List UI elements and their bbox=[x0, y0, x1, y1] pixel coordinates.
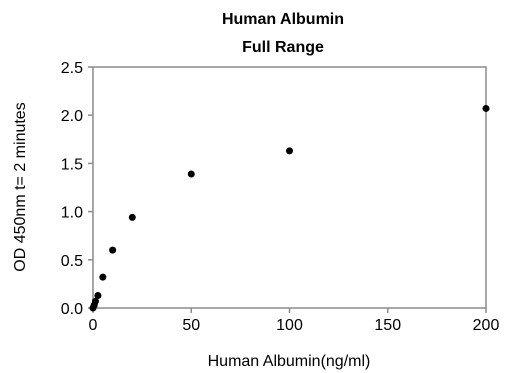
data-point bbox=[286, 147, 293, 155]
x-tick-label: 200 bbox=[473, 317, 500, 334]
y-tick-label: 1.0 bbox=[61, 205, 83, 222]
data-point bbox=[482, 104, 490, 112]
x-tick-label: 0 bbox=[89, 317, 98, 334]
x-axis-title: Human Albumin(ng/ml) bbox=[208, 353, 371, 370]
data-point bbox=[99, 273, 107, 281]
y-tick-label: 0.5 bbox=[61, 253, 83, 270]
data-point bbox=[91, 297, 99, 305]
y-tick-label: 0.0 bbox=[61, 301, 83, 318]
x-tick-label: 150 bbox=[374, 317, 401, 334]
x-tick-label: 50 bbox=[182, 317, 200, 334]
y-tick-label: 1.5 bbox=[61, 156, 83, 173]
data-point bbox=[187, 170, 195, 178]
y-axis-title: OD 450nm t= 2 minutes bbox=[12, 102, 29, 271]
chart-subtitle: Full Range bbox=[242, 39, 324, 56]
plot-area-frame bbox=[92, 66, 487, 309]
y-axis: 0.0 0.5 1.0 1.5 2.0 2.5 bbox=[61, 60, 93, 318]
y-tick-label: 2.0 bbox=[61, 108, 83, 125]
x-axis: 0 50 100 150 200 bbox=[89, 308, 500, 334]
data-point bbox=[94, 291, 102, 299]
x-tick-label: 100 bbox=[276, 317, 303, 334]
data-points bbox=[89, 104, 490, 312]
data-point bbox=[109, 246, 117, 254]
y-tick-label: 2.5 bbox=[61, 60, 83, 77]
data-point bbox=[128, 213, 136, 221]
chart-title: Human Albumin bbox=[222, 11, 344, 28]
